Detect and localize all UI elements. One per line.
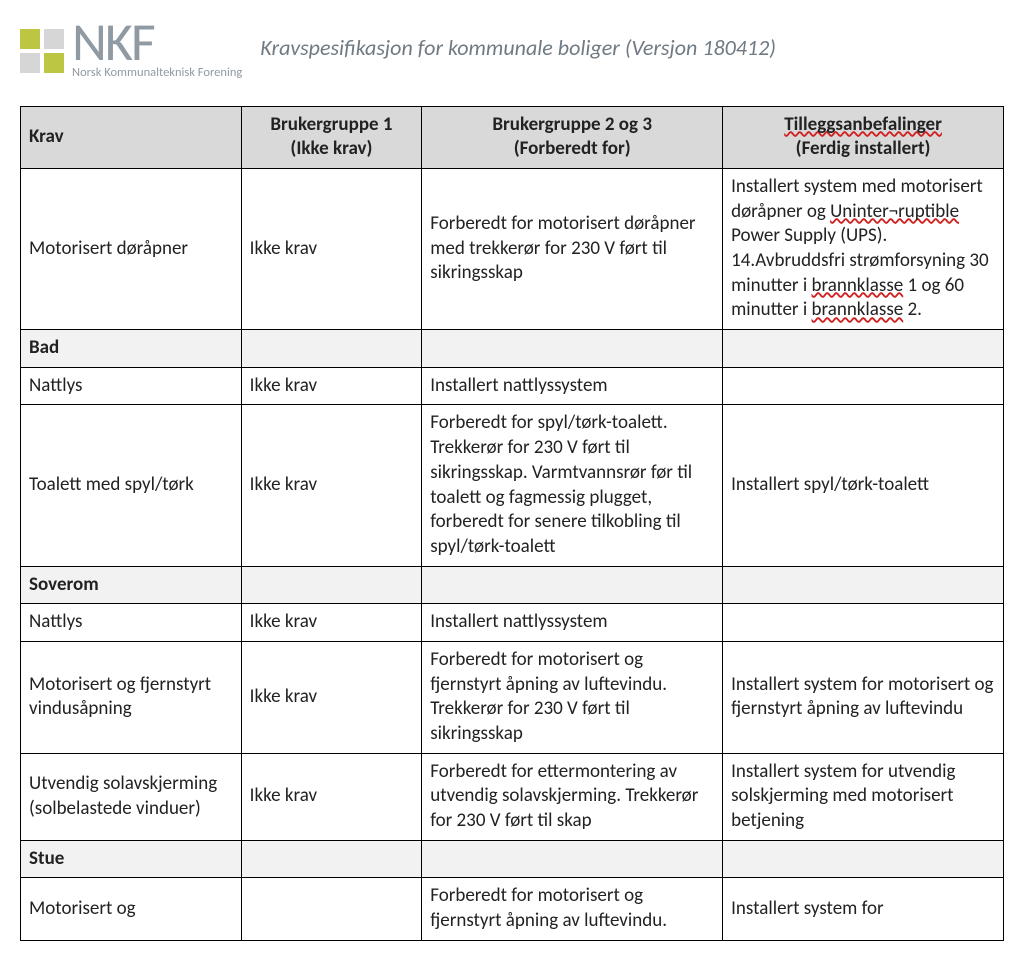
table-cell: Forberedt for motorisert og fjernstyrt å… xyxy=(422,878,723,940)
table-section-row: Soverom xyxy=(21,566,1004,604)
table-row: NattlysIkke kravInstallert nattlyssystem xyxy=(21,604,1004,642)
table-section-row: Stue xyxy=(21,840,1004,878)
column-header-sublabel: (Ikke krav) xyxy=(250,137,414,162)
logo-subtext: Norsk Kommunalteknisk Forening xyxy=(72,65,242,80)
table-cell: Ikke krav xyxy=(241,405,422,566)
column-header-tillegg: Tilleggsanbefalinger (Ferdig installert) xyxy=(723,106,1004,168)
table-row: Utvendig solavskjerming (solbelastede vi… xyxy=(21,753,1004,840)
column-header-label: Brukergruppe 2 og 3 xyxy=(430,113,714,138)
table-cell: Nattlys xyxy=(21,367,242,405)
section-empty-cell xyxy=(723,566,1004,604)
logo: NKF Norsk Kommunalteknisk Forening xyxy=(20,18,242,80)
column-header-label: Krav xyxy=(29,125,233,150)
table-cell: Utvendig solavskjerming (solbelastede vi… xyxy=(21,753,242,840)
logo-square xyxy=(44,53,64,73)
requirements-table: Krav Brukergruppe 1 (Ikke krav) Brukergr… xyxy=(20,106,1004,941)
table-cell: Forberedt for ettermontering av utvendig… xyxy=(422,753,723,840)
column-header-krav: Krav xyxy=(21,106,242,168)
table-cell: Ikke krav xyxy=(241,367,422,405)
table-row: Motorisert og fjernstyrt vindusåpningIkk… xyxy=(21,641,1004,753)
page-header: NKF Norsk Kommunalteknisk Forening Kravs… xyxy=(20,18,1004,80)
column-header-sublabel: (Ferdig installert) xyxy=(731,137,995,162)
table-cell: Installert system for xyxy=(723,878,1004,940)
spellcheck-squiggle: Uninter¬ruptible xyxy=(830,200,959,223)
table-cell: Installert system med motorisert døråpne… xyxy=(723,168,1004,329)
section-empty-cell xyxy=(723,330,1004,368)
section-empty-cell xyxy=(422,330,723,368)
table-cell xyxy=(723,367,1004,405)
table-header: Krav Brukergruppe 1 (Ikke krav) Brukergr… xyxy=(21,106,1004,168)
column-header-sublabel: (Forberedt for) xyxy=(430,137,714,162)
document-page: NKF Norsk Kommunalteknisk Forening Kravs… xyxy=(0,0,1024,973)
section-label: Soverom xyxy=(21,566,242,604)
table-cell: Ikke krav xyxy=(241,753,422,840)
logo-glyph-icon xyxy=(20,29,64,73)
table-cell: Ikke krav xyxy=(241,168,422,329)
table-cell: Ikke krav xyxy=(241,641,422,753)
table-cell: Motorisert døråpner xyxy=(21,168,242,329)
section-empty-cell xyxy=(723,840,1004,878)
table-cell xyxy=(723,604,1004,642)
table-row: Motorisert og Forberedt for motorisert og… xyxy=(21,878,1004,940)
table-row: Toalett med spyl/tørkIkke kravForberedt … xyxy=(21,405,1004,566)
table-row: NattlysIkke kravInstallert nattlyssystem xyxy=(21,367,1004,405)
section-empty-cell xyxy=(422,566,723,604)
column-header-gruppe23: Brukergruppe 2 og 3 (Forberedt for) xyxy=(422,106,723,168)
column-header-label: Tilleggsanbefalinger xyxy=(731,113,995,138)
table-cell: Installert nattlyssystem xyxy=(422,367,723,405)
table-cell: Motorisert og xyxy=(21,878,242,940)
table-row: Motorisert døråpnerIkke kravForberedt fo… xyxy=(21,168,1004,329)
logo-square xyxy=(20,53,40,73)
table-cell: Motorisert og fjernstyrt vindusåpning xyxy=(21,641,242,753)
spellcheck-squiggle: brannklasse xyxy=(812,298,904,321)
logo-square xyxy=(20,29,40,49)
logo-acronym: NKF xyxy=(72,18,242,67)
column-header-label: Brukergruppe 1 xyxy=(250,113,414,138)
table-cell: Toalett med spyl/tørk xyxy=(21,405,242,566)
section-empty-cell xyxy=(241,330,422,368)
logo-text: NKF Norsk Kommunalteknisk Forening xyxy=(72,18,242,80)
table-section-row: Bad xyxy=(21,330,1004,368)
table-cell: Forberedt for motorisert og fjernstyrt å… xyxy=(422,641,723,753)
spellcheck-squiggle: brannklasse xyxy=(812,274,904,297)
table-cell xyxy=(241,878,422,940)
table-cell: Forberedt for spyl/tørk-toalett. Trekker… xyxy=(422,405,723,566)
table-cell: Forberedt for motorisert døråpner med tr… xyxy=(422,168,723,329)
table-cell: Nattlys xyxy=(21,604,242,642)
table-cell: Installert nattlyssystem xyxy=(422,604,723,642)
column-header-gruppe1: Brukergruppe 1 (Ikke krav) xyxy=(241,106,422,168)
section-empty-cell xyxy=(241,566,422,604)
logo-square xyxy=(44,29,64,49)
document-title: Kravspesifikasjon for kommunale boliger … xyxy=(260,34,776,61)
section-label: Stue xyxy=(21,840,242,878)
table-cell: Installert spyl/tørk-toalett xyxy=(723,405,1004,566)
table-body: Motorisert døråpnerIkke kravForberedt fo… xyxy=(21,168,1004,940)
table-cell: Installert system for motorisert og fjer… xyxy=(723,641,1004,753)
section-label: Bad xyxy=(21,330,242,368)
table-cell: Installert system for utvendig solskjerm… xyxy=(723,753,1004,840)
section-empty-cell xyxy=(422,840,723,878)
section-empty-cell xyxy=(241,840,422,878)
table-cell: Ikke krav xyxy=(241,604,422,642)
